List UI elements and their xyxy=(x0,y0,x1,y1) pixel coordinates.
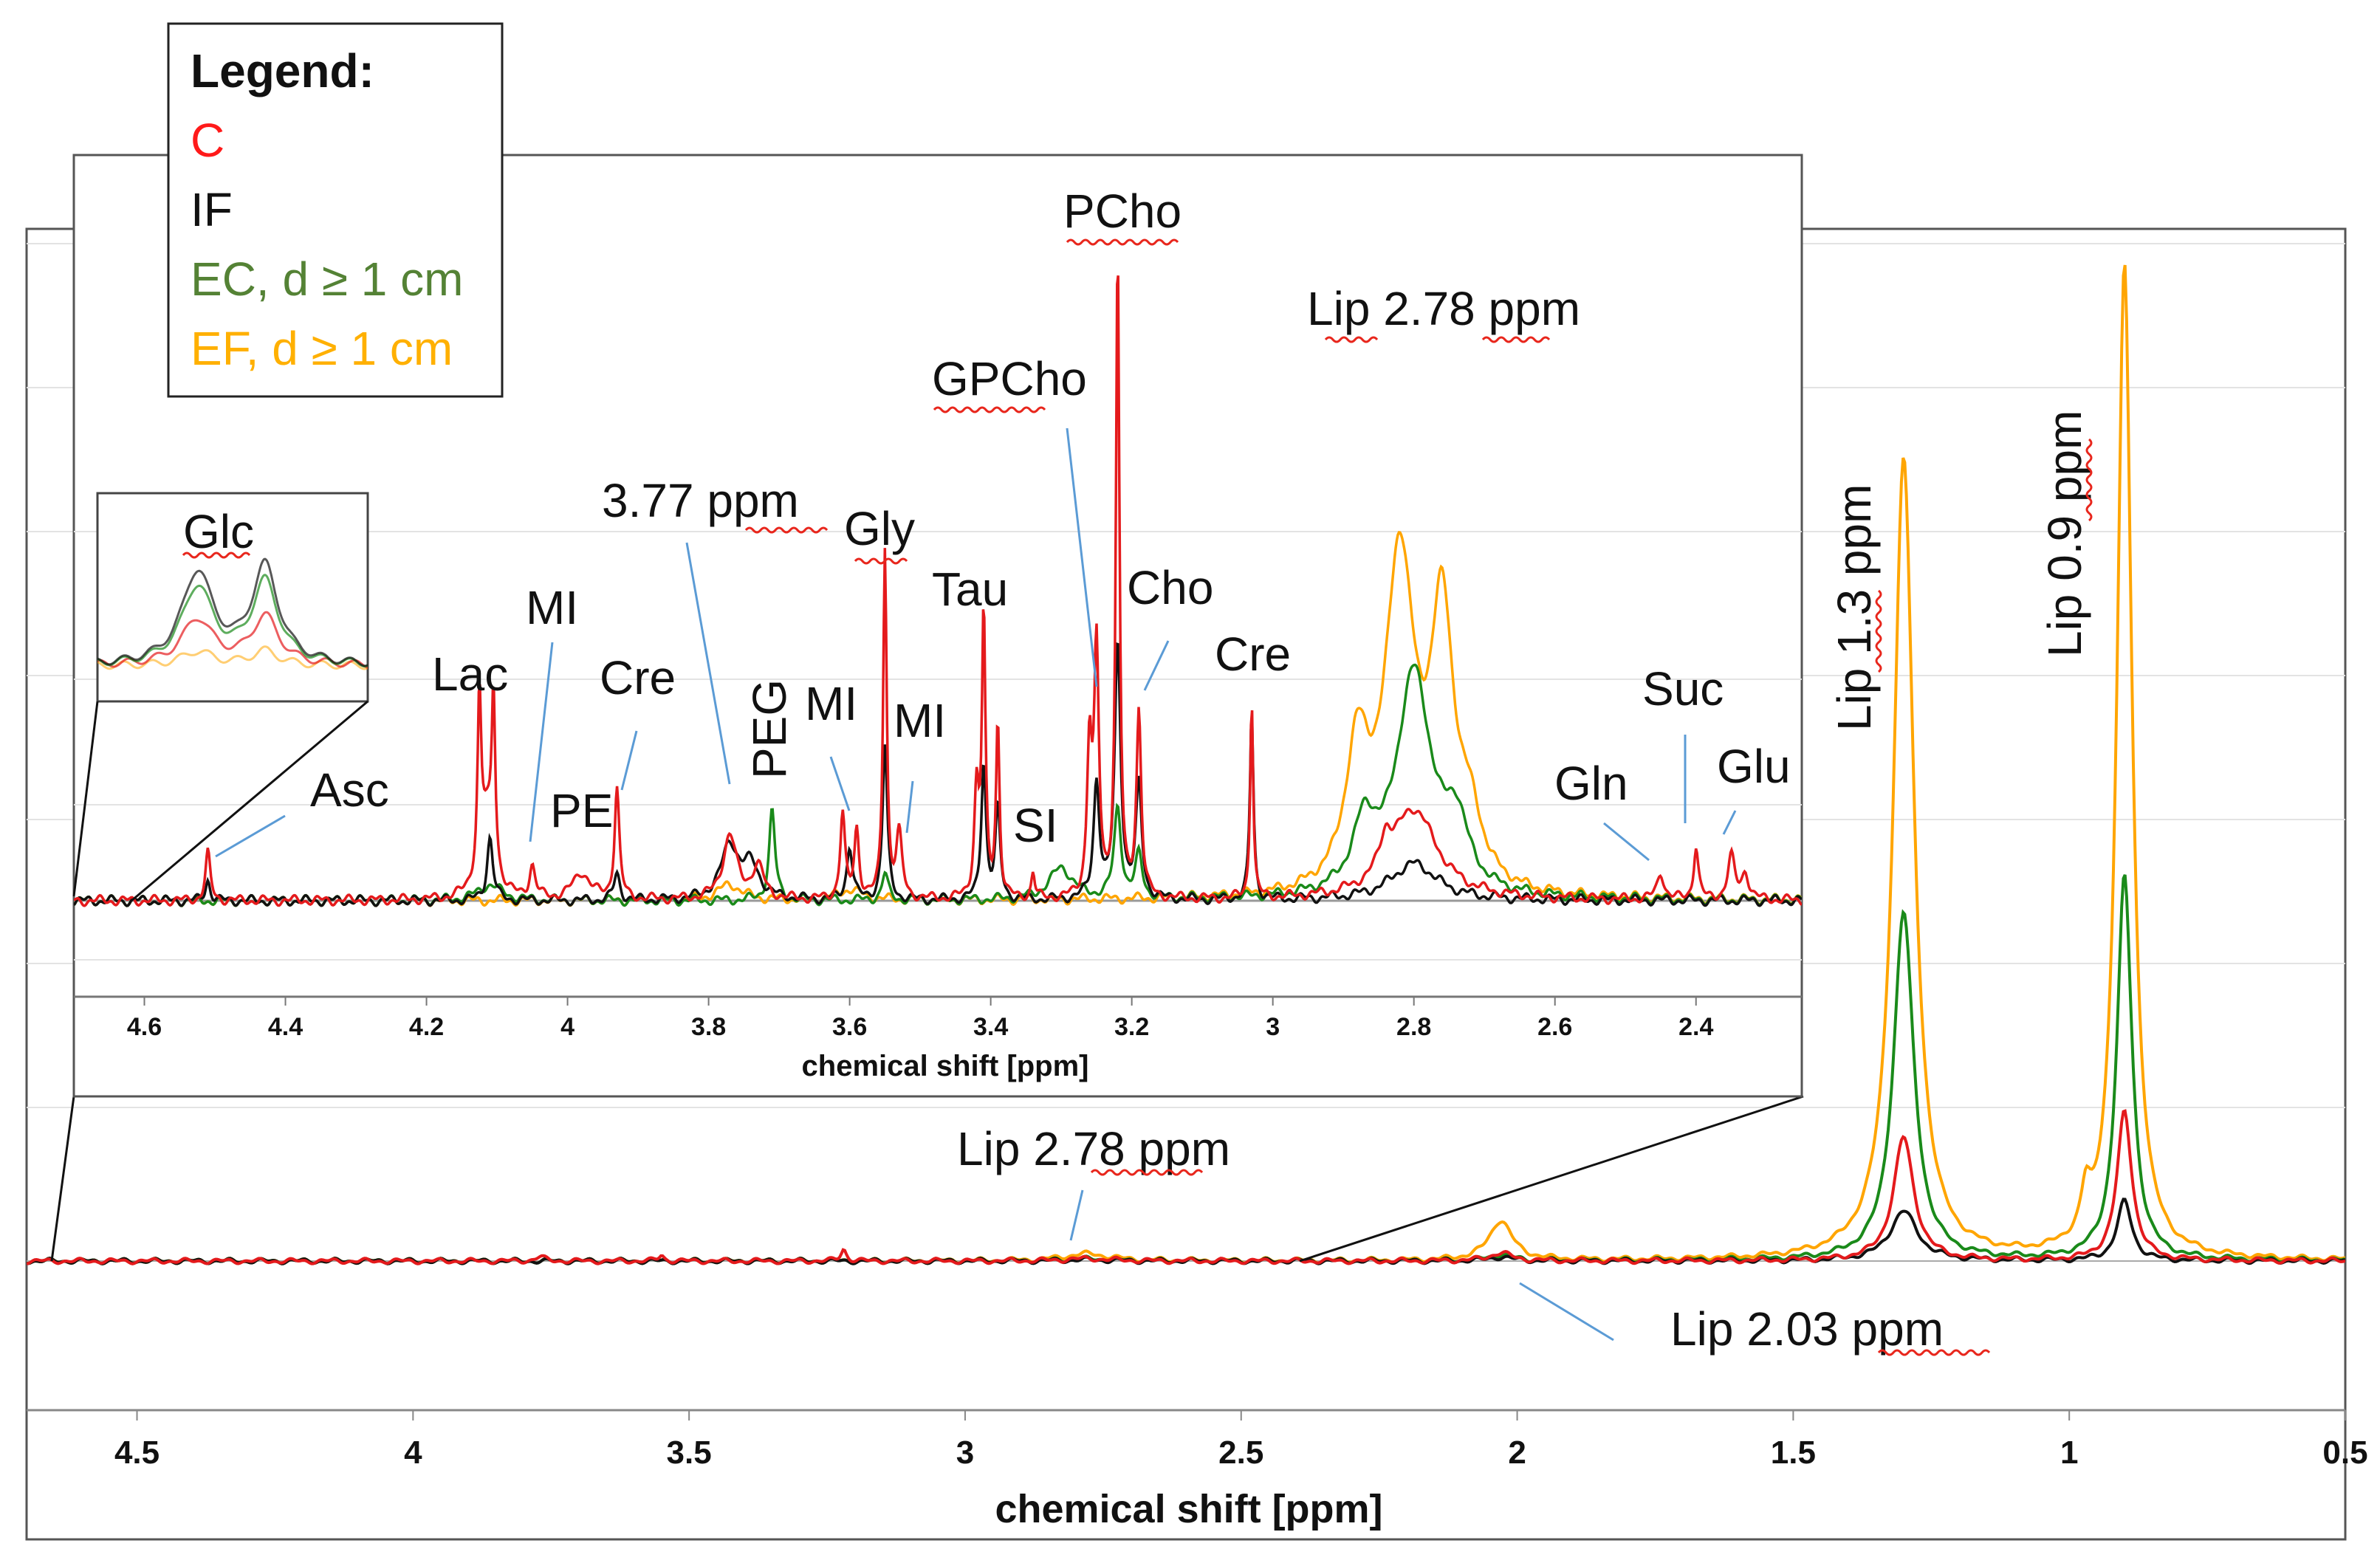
label-lip-2-78-main: Lip 2.78 ppm xyxy=(957,1122,1230,1175)
inset-peak-label: Cre xyxy=(1215,628,1291,681)
inset-peak-label: Gln xyxy=(1554,757,1628,810)
inset-tick-label: 4 xyxy=(560,1013,575,1041)
inset-tick-label: 2.8 xyxy=(1396,1013,1431,1041)
main-tick-label: 3.5 xyxy=(667,1435,712,1471)
glc-series-ec xyxy=(97,574,368,668)
inset-peak-label: MI xyxy=(894,694,946,747)
inset-label-pointer xyxy=(1722,810,1737,835)
inset-tick-label: 3.2 xyxy=(1114,1013,1149,1041)
spellcheck-underline xyxy=(1875,589,1882,673)
glc-series-c xyxy=(97,611,368,669)
main-tick-label: 4 xyxy=(404,1435,422,1471)
spellcheck-underline xyxy=(1066,238,1179,246)
spellcheck-underline xyxy=(182,552,251,559)
inset-peak-label: MI xyxy=(526,581,578,634)
glc-title: Glc xyxy=(183,505,254,558)
main-tick-label: 1 xyxy=(2060,1435,2078,1471)
label-lip-0-9: Lip 0.9 ppm xyxy=(2038,410,2091,657)
inset-tick-label: 4.4 xyxy=(268,1013,303,1041)
inset-peak-label: Lip 2.78 ppm xyxy=(1307,282,1580,335)
inset-tick-label: 3 xyxy=(1266,1013,1280,1041)
inset-x-ticks: 4.6 4.4 4.2 4 3.8 3.6 3.4 3.2 3 2.8 2.6 2.4 xyxy=(127,997,1713,1041)
legend-title: Legend: xyxy=(191,44,374,97)
legend-entry-if: IF xyxy=(191,183,233,236)
spellcheck-underline xyxy=(1324,336,1379,343)
spellcheck-underline xyxy=(1481,336,1551,343)
inset-label-pointer xyxy=(529,642,554,842)
legend-entry-ec: EC, d ≥ 1 cm xyxy=(191,253,463,306)
glc-zoom-line-1 xyxy=(72,701,99,897)
glc-zoom-line-2 xyxy=(131,700,368,902)
main-tick-label: 0.5 xyxy=(2322,1435,2367,1471)
inset-tick-label: 3.8 xyxy=(691,1013,726,1041)
inset-peak-label: Cho xyxy=(1127,561,1213,614)
inset-tick-label: 4.6 xyxy=(127,1013,162,1041)
inset-spectrum-series xyxy=(74,275,1802,907)
inset-label-pointer xyxy=(685,542,731,785)
glc-series-if xyxy=(97,557,368,667)
label-lip-2-03: Lip 2.03 ppm xyxy=(1670,1302,1944,1356)
main-tick-label: 2.5 xyxy=(1218,1435,1263,1471)
inset-peak-label: GPCho xyxy=(932,352,1087,405)
main-spectrum-series xyxy=(27,264,2345,1265)
inset-peak-label: Cre xyxy=(600,651,676,704)
inset-label-pointer xyxy=(215,814,286,858)
inset-x-axis-label: chemical shift [ppm] xyxy=(802,1050,1089,1082)
inset-peak-label: Lac xyxy=(432,647,508,701)
spellcheck-underline xyxy=(1877,1349,1991,1356)
spellcheck-underline xyxy=(744,526,829,534)
zoom-line-left xyxy=(50,1096,75,1262)
legend-box xyxy=(167,22,504,398)
inset-label-pointer xyxy=(829,756,851,811)
inset-tick-label: 4.2 xyxy=(409,1013,444,1041)
main-x-axis-label: chemical shift [ppm] xyxy=(995,1487,1382,1531)
main-tick-label: 1.5 xyxy=(1771,1435,1816,1471)
inset-peak-label: Suc xyxy=(1642,662,1724,715)
inset-peak-label: Asc xyxy=(310,763,389,817)
legend-entry-c: C xyxy=(191,114,224,167)
inset-tick-label: 2.6 xyxy=(1537,1013,1572,1041)
inset-peak-label: SI xyxy=(1013,799,1057,852)
zoom-line-right xyxy=(1299,1095,1804,1263)
main-series-c xyxy=(27,1109,2345,1265)
pointer-lip-2-03 xyxy=(1519,1282,1614,1342)
pointer-lip-2-78-main xyxy=(1069,1189,1084,1241)
spellcheck-underline xyxy=(933,406,1046,413)
legend-entry-ef: EF, d ≥ 1 cm xyxy=(191,322,453,375)
inset-label-pointer xyxy=(905,780,914,834)
glc-series xyxy=(97,557,368,670)
inset-label-pointer xyxy=(1066,427,1098,687)
inset-tick-label: 3.4 xyxy=(973,1013,1008,1041)
inset-tick-label: 3.6 xyxy=(832,1013,867,1041)
main-x-ticks: 4.5 4 3.5 3 2.5 2 1.5 1 0.5 xyxy=(114,1410,2368,1471)
main-tick-label: 3 xyxy=(956,1435,974,1471)
inset-peak-label: MI xyxy=(805,677,857,730)
inset-peak-label: PE xyxy=(550,784,613,837)
inset-peak-label: Tau xyxy=(932,563,1008,616)
spellcheck-underline xyxy=(854,557,908,565)
label-lip-1-3: Lip 1.3 ppm xyxy=(1828,484,1881,731)
main-tick-label: 2 xyxy=(1508,1435,1526,1471)
inset-label-pointer xyxy=(1143,640,1170,691)
inset-peak-label: 3.77 ppm xyxy=(602,474,799,527)
glc-series-ef xyxy=(97,645,368,670)
inset-label-pointer xyxy=(620,730,638,791)
inset-peak-label: PCho xyxy=(1063,185,1182,238)
inset-tick-label: 2.4 xyxy=(1678,1013,1713,1041)
inset-peak-label: Glu xyxy=(1717,740,1791,793)
spellcheck-underline xyxy=(1090,1169,1204,1176)
inset-peak-label: Gly xyxy=(844,502,915,555)
inset-series-c xyxy=(74,275,1802,907)
inset-label-pointer xyxy=(1603,822,1650,862)
inset-peak-label: PEG xyxy=(743,679,796,779)
spellcheck-underline xyxy=(2085,438,2093,522)
main-tick-label: 4.5 xyxy=(114,1435,160,1471)
